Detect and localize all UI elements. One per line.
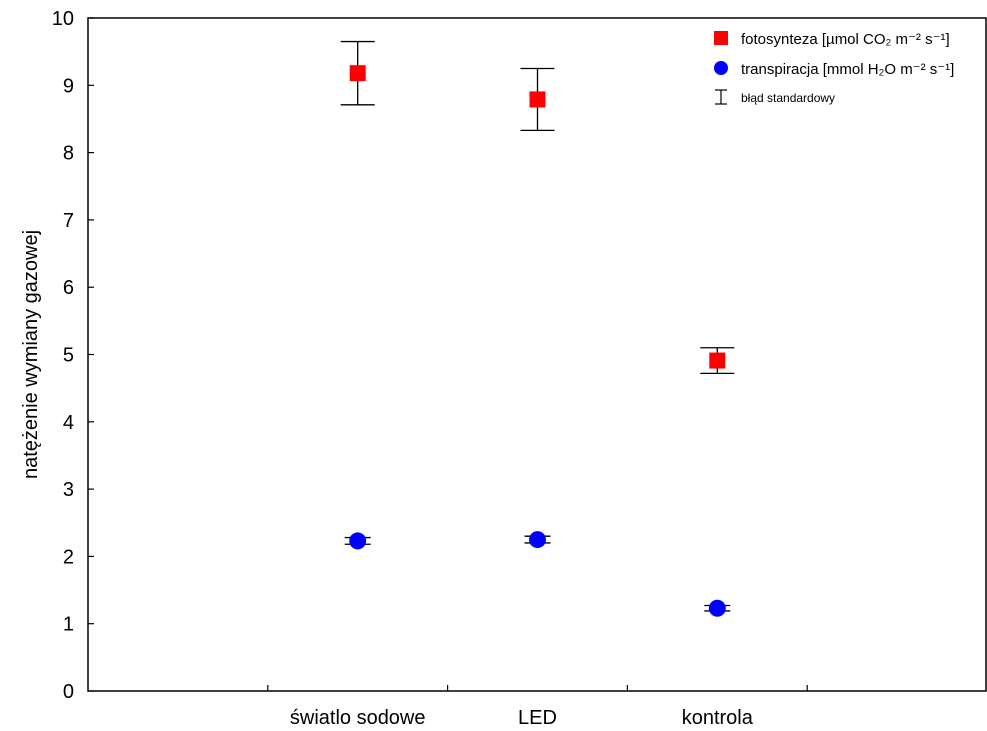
y-tick-labels: 0 1 2 3 4 5 6 7 8 9 10 (52, 8, 74, 703)
y-tick-label: 4 (63, 412, 74, 434)
legend-label: transpiracja [mmol H₂O m⁻² s⁻¹] (741, 61, 954, 78)
y-tick-label: 10 (52, 8, 74, 30)
y-tick-label: 8 (63, 143, 74, 165)
axes (87, 17, 987, 692)
x-tick-label: kontrola (682, 707, 754, 729)
y-tick-label: 3 (63, 479, 74, 501)
data-point-circle (708, 599, 726, 617)
data-point-square (529, 91, 546, 108)
y-tick-label: 5 (63, 345, 74, 367)
legend-marker-square (714, 31, 728, 45)
x-tick-labels: światlo sodowe LED kontrola (290, 707, 754, 729)
y-tick-label: 6 (63, 277, 74, 299)
legend-marker-circle (714, 61, 728, 75)
data-point-square (709, 352, 726, 369)
data-point-square (349, 65, 366, 82)
data-point-circle (529, 531, 546, 549)
data-point-circle (349, 532, 367, 550)
legend-label: błąd standardowy (741, 91, 835, 105)
y-tick-label: 0 (63, 681, 74, 703)
y-tick-label: 1 (63, 614, 74, 636)
data-marks (340, 40, 735, 617)
y-tick-label: 9 (63, 75, 74, 97)
y-axis-title: natężenie wymiany gazowej (20, 230, 42, 479)
x-tick-label: LED (518, 707, 557, 729)
legend-label: fotosynteza [µmol CO₂ m⁻² s⁻¹] (741, 31, 950, 48)
y-tick-label: 7 (63, 210, 74, 232)
x-tick-label: światlo sodowe (290, 707, 426, 729)
legend: fotosynteza [µmol CO₂ m⁻² s⁻¹] transpirac… (714, 31, 954, 105)
y-tick-label: 2 (63, 546, 74, 568)
